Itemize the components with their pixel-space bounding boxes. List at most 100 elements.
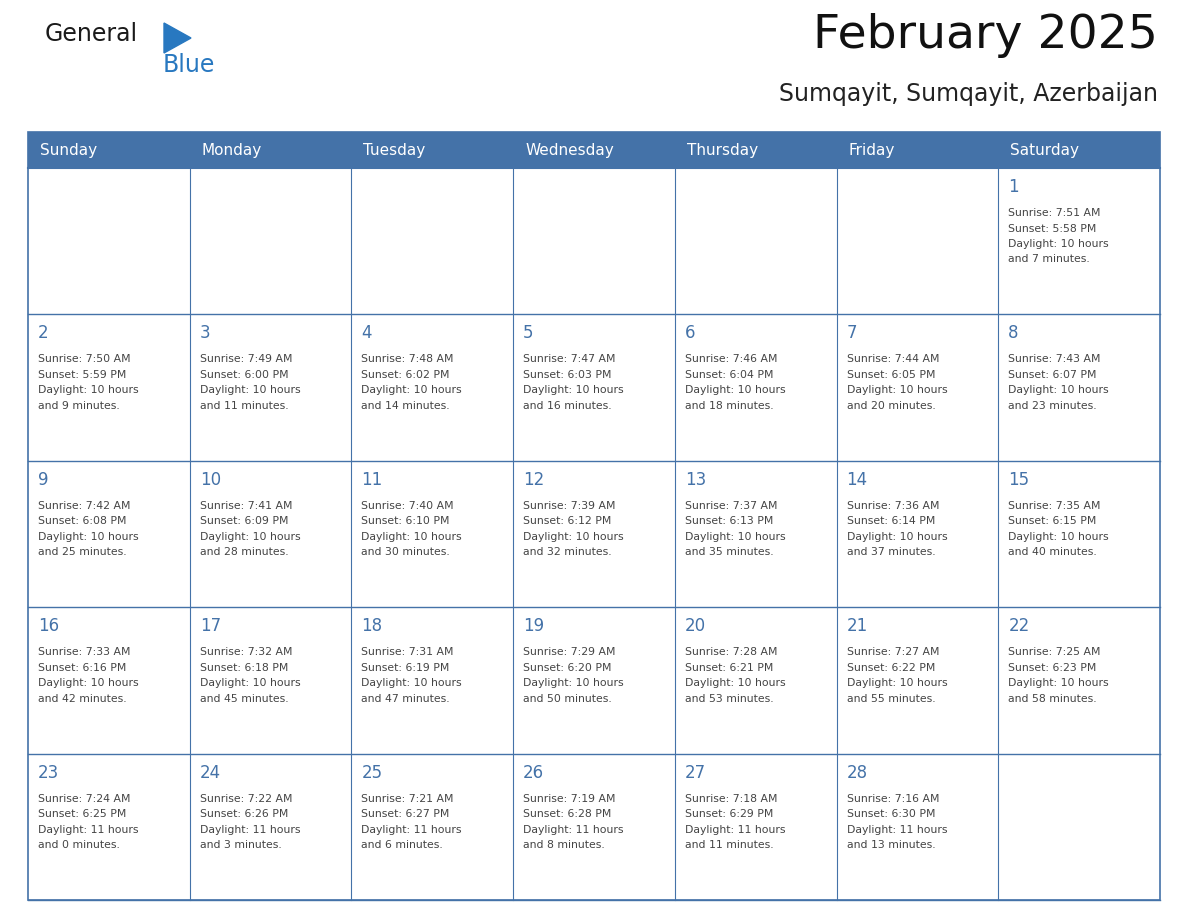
Text: and 18 minutes.: and 18 minutes. bbox=[684, 401, 773, 411]
Text: Daylight: 11 hours: Daylight: 11 hours bbox=[523, 824, 624, 834]
Text: 5: 5 bbox=[523, 324, 533, 342]
Text: Sunrise: 7:49 AM: Sunrise: 7:49 AM bbox=[200, 354, 292, 364]
Text: Blue: Blue bbox=[163, 53, 215, 77]
Text: Daylight: 10 hours: Daylight: 10 hours bbox=[200, 532, 301, 542]
Text: Daylight: 10 hours: Daylight: 10 hours bbox=[684, 532, 785, 542]
Text: and 20 minutes.: and 20 minutes. bbox=[847, 401, 935, 411]
Text: Sunset: 6:10 PM: Sunset: 6:10 PM bbox=[361, 516, 450, 526]
Text: and 47 minutes.: and 47 minutes. bbox=[361, 694, 450, 704]
Text: Sunset: 6:12 PM: Sunset: 6:12 PM bbox=[523, 516, 612, 526]
Bar bbox=[29, 132, 1159, 168]
Text: Daylight: 10 hours: Daylight: 10 hours bbox=[38, 386, 139, 396]
Text: Sunset: 6:08 PM: Sunset: 6:08 PM bbox=[38, 516, 126, 526]
Text: 16: 16 bbox=[38, 617, 59, 635]
Text: Daylight: 10 hours: Daylight: 10 hours bbox=[1009, 678, 1108, 688]
Text: 14: 14 bbox=[847, 471, 867, 488]
Text: Sunrise: 7:29 AM: Sunrise: 7:29 AM bbox=[523, 647, 615, 657]
Text: Tuesday: Tuesday bbox=[364, 142, 425, 158]
Text: Sunday: Sunday bbox=[40, 142, 97, 158]
Text: 26: 26 bbox=[523, 764, 544, 781]
Text: Daylight: 10 hours: Daylight: 10 hours bbox=[38, 678, 139, 688]
Text: Sunset: 6:28 PM: Sunset: 6:28 PM bbox=[523, 809, 612, 819]
Text: and 0 minutes.: and 0 minutes. bbox=[38, 840, 120, 850]
Text: Daylight: 10 hours: Daylight: 10 hours bbox=[523, 532, 624, 542]
Text: Daylight: 10 hours: Daylight: 10 hours bbox=[847, 532, 947, 542]
Bar bbox=[29, 132, 1159, 900]
Text: Sunset: 6:27 PM: Sunset: 6:27 PM bbox=[361, 809, 450, 819]
Text: Sunrise: 7:42 AM: Sunrise: 7:42 AM bbox=[38, 501, 131, 510]
Text: and 11 minutes.: and 11 minutes. bbox=[684, 840, 773, 850]
Text: Daylight: 10 hours: Daylight: 10 hours bbox=[684, 678, 785, 688]
Text: 19: 19 bbox=[523, 617, 544, 635]
Text: Sunrise: 7:27 AM: Sunrise: 7:27 AM bbox=[847, 647, 939, 657]
Text: Sunset: 6:09 PM: Sunset: 6:09 PM bbox=[200, 516, 289, 526]
Text: Sunset: 5:59 PM: Sunset: 5:59 PM bbox=[38, 370, 126, 380]
Text: Daylight: 10 hours: Daylight: 10 hours bbox=[361, 386, 462, 396]
Text: Sunset: 6:04 PM: Sunset: 6:04 PM bbox=[684, 370, 773, 380]
Text: Sunset: 6:29 PM: Sunset: 6:29 PM bbox=[684, 809, 773, 819]
Text: Daylight: 10 hours: Daylight: 10 hours bbox=[200, 678, 301, 688]
Text: 13: 13 bbox=[684, 471, 706, 488]
Text: 8: 8 bbox=[1009, 324, 1019, 342]
Text: General: General bbox=[45, 22, 138, 46]
Text: and 25 minutes.: and 25 minutes. bbox=[38, 547, 127, 557]
Text: Sunset: 6:00 PM: Sunset: 6:00 PM bbox=[200, 370, 289, 380]
Text: 18: 18 bbox=[361, 617, 383, 635]
Text: Sunrise: 7:47 AM: Sunrise: 7:47 AM bbox=[523, 354, 615, 364]
Text: Monday: Monday bbox=[202, 142, 263, 158]
Text: Sunset: 6:02 PM: Sunset: 6:02 PM bbox=[361, 370, 450, 380]
Text: Sunset: 6:05 PM: Sunset: 6:05 PM bbox=[847, 370, 935, 380]
Text: 20: 20 bbox=[684, 617, 706, 635]
Text: Sunrise: 7:46 AM: Sunrise: 7:46 AM bbox=[684, 354, 777, 364]
Text: Sunrise: 7:41 AM: Sunrise: 7:41 AM bbox=[200, 501, 292, 510]
Text: and 11 minutes.: and 11 minutes. bbox=[200, 401, 289, 411]
Text: Daylight: 11 hours: Daylight: 11 hours bbox=[38, 824, 139, 834]
Text: Sunrise: 7:48 AM: Sunrise: 7:48 AM bbox=[361, 354, 454, 364]
Text: 11: 11 bbox=[361, 471, 383, 488]
Text: Sunset: 6:26 PM: Sunset: 6:26 PM bbox=[200, 809, 287, 819]
Text: Sunrise: 7:25 AM: Sunrise: 7:25 AM bbox=[1009, 647, 1101, 657]
Text: and 13 minutes.: and 13 minutes. bbox=[847, 840, 935, 850]
Text: Daylight: 10 hours: Daylight: 10 hours bbox=[847, 386, 947, 396]
Text: 6: 6 bbox=[684, 324, 695, 342]
Text: Sunset: 6:21 PM: Sunset: 6:21 PM bbox=[684, 663, 773, 673]
Text: Sunset: 6:07 PM: Sunset: 6:07 PM bbox=[1009, 370, 1097, 380]
Text: Sunset: 6:13 PM: Sunset: 6:13 PM bbox=[684, 516, 773, 526]
Text: 4: 4 bbox=[361, 324, 372, 342]
Text: and 32 minutes.: and 32 minutes. bbox=[523, 547, 612, 557]
Text: Sunset: 6:03 PM: Sunset: 6:03 PM bbox=[523, 370, 612, 380]
Text: Sunset: 6:22 PM: Sunset: 6:22 PM bbox=[847, 663, 935, 673]
Text: Sunrise: 7:44 AM: Sunrise: 7:44 AM bbox=[847, 354, 939, 364]
Text: 3: 3 bbox=[200, 324, 210, 342]
Text: Sunrise: 7:24 AM: Sunrise: 7:24 AM bbox=[38, 793, 131, 803]
Text: Sunrise: 7:43 AM: Sunrise: 7:43 AM bbox=[1009, 354, 1101, 364]
Text: Daylight: 11 hours: Daylight: 11 hours bbox=[684, 824, 785, 834]
Text: 25: 25 bbox=[361, 764, 383, 781]
Text: Sumqayit, Sumqayit, Azerbaijan: Sumqayit, Sumqayit, Azerbaijan bbox=[779, 82, 1158, 106]
Text: Sunrise: 7:28 AM: Sunrise: 7:28 AM bbox=[684, 647, 777, 657]
Text: and 23 minutes.: and 23 minutes. bbox=[1009, 401, 1097, 411]
Text: and 7 minutes.: and 7 minutes. bbox=[1009, 254, 1091, 264]
Text: and 37 minutes.: and 37 minutes. bbox=[847, 547, 935, 557]
Text: Daylight: 10 hours: Daylight: 10 hours bbox=[361, 678, 462, 688]
Text: Daylight: 10 hours: Daylight: 10 hours bbox=[523, 386, 624, 396]
Polygon shape bbox=[164, 23, 191, 53]
Text: Daylight: 10 hours: Daylight: 10 hours bbox=[200, 386, 301, 396]
Text: 21: 21 bbox=[847, 617, 867, 635]
Text: Daylight: 11 hours: Daylight: 11 hours bbox=[847, 824, 947, 834]
Text: Daylight: 10 hours: Daylight: 10 hours bbox=[361, 532, 462, 542]
Text: and 55 minutes.: and 55 minutes. bbox=[847, 694, 935, 704]
Text: 28: 28 bbox=[847, 764, 867, 781]
Text: 22: 22 bbox=[1009, 617, 1030, 635]
Text: Friday: Friday bbox=[848, 142, 895, 158]
Text: and 53 minutes.: and 53 minutes. bbox=[684, 694, 773, 704]
Text: Wednesday: Wednesday bbox=[525, 142, 614, 158]
Text: Daylight: 10 hours: Daylight: 10 hours bbox=[523, 678, 624, 688]
Text: Sunset: 6:15 PM: Sunset: 6:15 PM bbox=[1009, 516, 1097, 526]
Text: 9: 9 bbox=[38, 471, 49, 488]
Text: Sunrise: 7:51 AM: Sunrise: 7:51 AM bbox=[1009, 208, 1101, 218]
Text: Sunset: 6:16 PM: Sunset: 6:16 PM bbox=[38, 663, 126, 673]
Text: Daylight: 11 hours: Daylight: 11 hours bbox=[200, 824, 301, 834]
Text: Sunset: 6:20 PM: Sunset: 6:20 PM bbox=[523, 663, 612, 673]
Text: Sunrise: 7:36 AM: Sunrise: 7:36 AM bbox=[847, 501, 939, 510]
